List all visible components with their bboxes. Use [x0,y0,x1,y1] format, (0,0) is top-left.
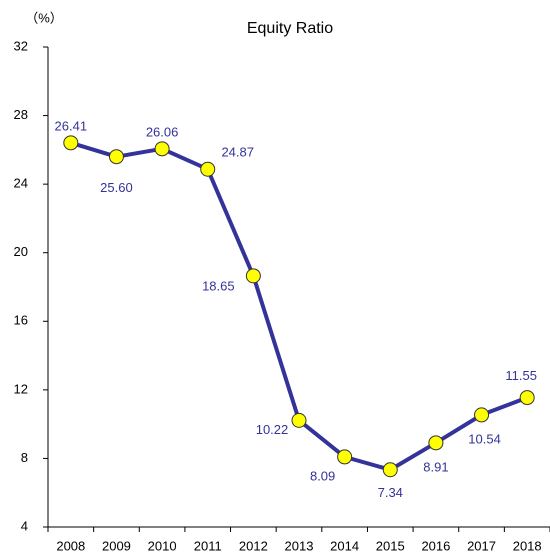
y-tick-label: 12 [14,381,28,396]
x-tick-label: 2016 [421,538,450,553]
y-tick-label: 32 [14,38,28,53]
chart-title: Equity Ratio [247,20,333,37]
marker [200,161,216,177]
marker [519,390,535,406]
marker [474,407,490,423]
data-label: 7.34 [378,485,403,500]
x-tick-label: 2010 [148,538,177,553]
y-tick-label: 4 [21,518,28,533]
marker [291,412,307,428]
data-label: 8.09 [310,468,335,483]
marker [337,449,353,465]
marker [63,135,79,151]
data-label: 26.41 [55,118,88,133]
x-tick-label: 2011 [194,538,222,553]
y-axis-unit: （%） [25,10,63,25]
marker [108,149,124,165]
x-tick-label: 2018 [513,538,542,553]
y-tick-label: 20 [14,244,28,259]
data-label: 25.60 [100,180,133,195]
data-label: 10.54 [468,431,501,446]
x-tick-label: 2013 [285,538,314,553]
x-tick-label: 2017 [467,538,496,553]
marker [154,141,170,157]
data-label: 8.91 [423,459,448,474]
x-tick-label: 2008 [56,538,85,553]
marker [428,435,444,451]
marker [382,462,398,478]
x-tick-label: 2009 [102,538,131,553]
data-label: 11.55 [505,368,537,383]
y-tick-label: 8 [21,450,28,465]
x-tick-label: 2014 [330,538,359,553]
y-tick-label: 16 [14,313,28,328]
marker [245,268,261,284]
data-label: 10.22 [256,422,289,437]
x-tick-label: 2012 [239,538,268,553]
x-tick-label: 2015 [376,538,405,553]
data-label: 18.65 [202,278,235,293]
data-label: 24.87 [221,145,254,160]
data-label: 26.06 [146,124,179,139]
y-tick-label: 28 [14,107,28,122]
y-tick-label: 24 [14,176,28,191]
